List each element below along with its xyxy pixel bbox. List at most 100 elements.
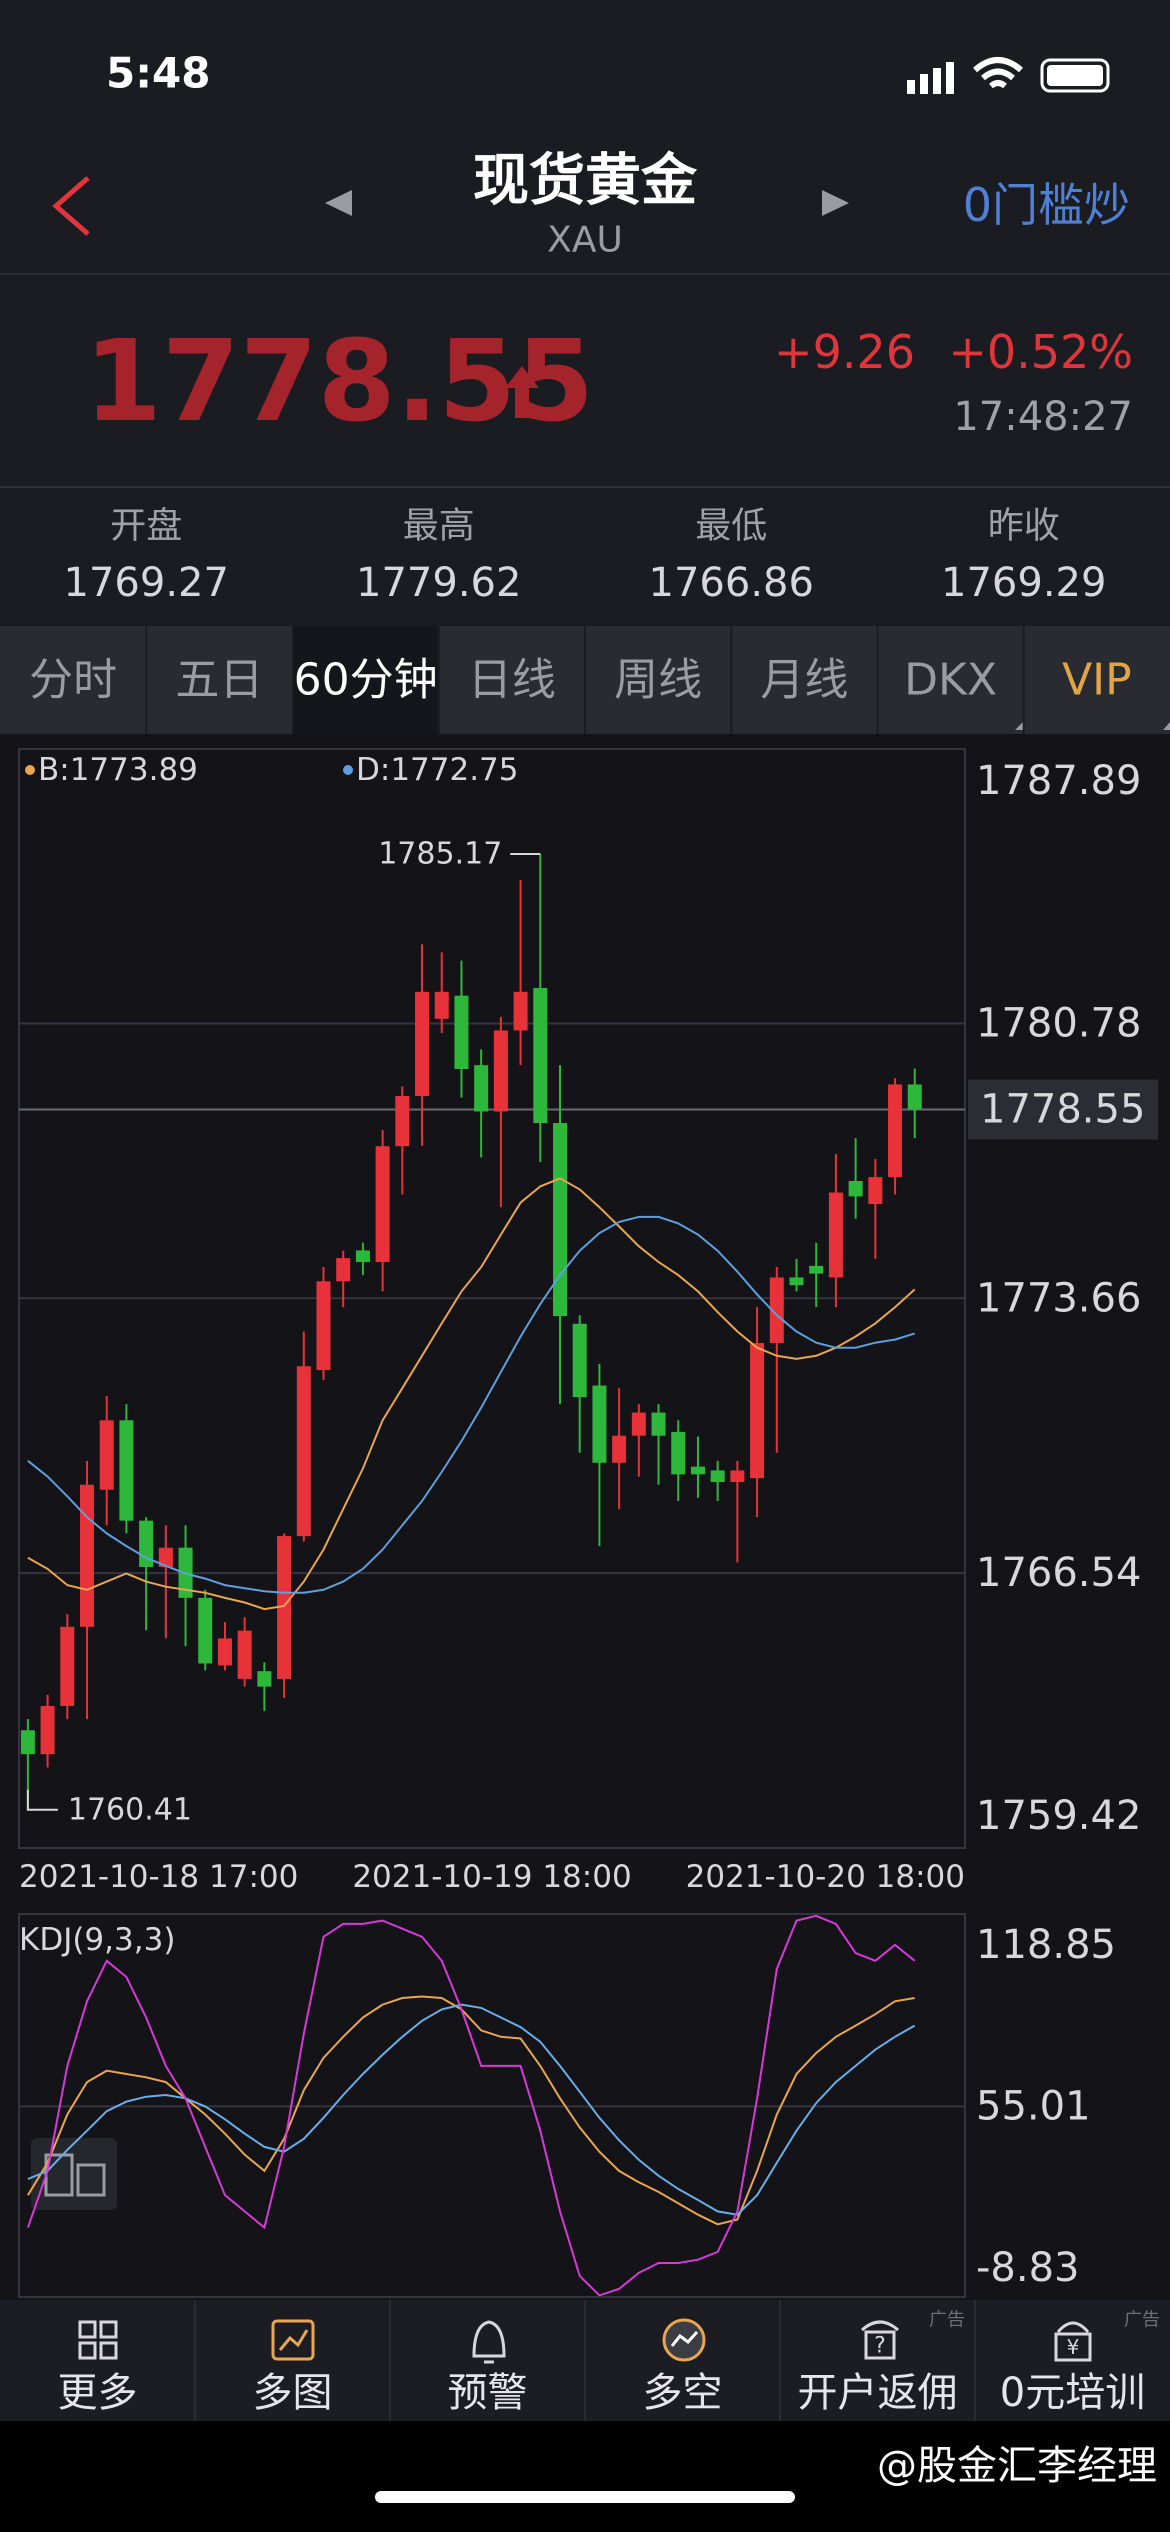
tab-active-bg — [292, 626, 439, 734]
candle-body — [513, 991, 528, 1031]
candle-body — [671, 1431, 686, 1475]
stat-value: 1769.29 — [941, 560, 1106, 606]
annotation-line — [26, 1789, 58, 1811]
status-time: 5:48 — [106, 49, 210, 98]
y-tick-label: -8.83 — [976, 2245, 1080, 2291]
tab[interactable]: 月线 — [760, 655, 848, 706]
candle-body — [336, 1258, 351, 1282]
candle-body — [119, 1420, 134, 1521]
candle-body — [868, 1177, 883, 1205]
y-tick-label: 1759.42 — [976, 1793, 1141, 1839]
candle-body — [907, 1084, 922, 1110]
tab[interactable]: VIP — [1062, 655, 1132, 706]
candle-body — [572, 1323, 587, 1398]
bottom-area — [0, 2421, 1170, 2532]
candle-body — [493, 1030, 508, 1112]
stat-value: 1769.27 — [64, 560, 229, 606]
candle-body — [395, 1096, 410, 1147]
price-tag — [968, 1079, 1158, 1140]
title: 现货黄金 — [473, 149, 698, 214]
svg-text:¥: ¥ — [1067, 2335, 1080, 2359]
y-tick-label: 1787.89 — [976, 758, 1141, 804]
candle-body — [217, 1638, 232, 1666]
nav-icons: ? ¥ — [78, 2318, 1092, 2364]
x-tick-label: 2021-10-20 18:00 — [686, 1859, 965, 1895]
ma-line — [27, 1215, 916, 1594]
tab[interactable]: 周线 — [614, 655, 702, 706]
signal-icon — [907, 62, 954, 94]
battery-icon — [1040, 58, 1110, 93]
change: +9.26 — [774, 325, 915, 379]
nav-item[interactable]: 更多 — [58, 2370, 138, 2416]
stat-label: 最高 — [403, 506, 475, 547]
kdj-line — [27, 2003, 916, 2216]
home-indicator — [375, 2491, 795, 2503]
y-tick-label: 1773.66 — [976, 1275, 1141, 1321]
candle-body — [651, 1412, 666, 1436]
legend-label: D:1772.75 — [356, 752, 519, 788]
nav-item[interactable]: 0元培训 — [1000, 2370, 1145, 2416]
watermark: @股金汇李经理 — [877, 2443, 1157, 2489]
legend-dot — [343, 765, 353, 775]
candle-body — [809, 1265, 824, 1274]
candle-body — [277, 1536, 292, 1679]
tab[interactable]: 60分钟 — [294, 655, 438, 706]
candle-body — [552, 1123, 567, 1317]
quote-time: 17:48:27 — [953, 394, 1133, 440]
wifi-icon — [973, 57, 1023, 89]
y-tick-label: 1780.78 — [976, 1000, 1141, 1046]
up-arrow — [505, 366, 539, 418]
nav-item[interactable]: 多图 — [253, 2370, 333, 2416]
candle-body — [730, 1470, 745, 1483]
price: 1778.55 — [84, 317, 594, 447]
candle-body — [769, 1277, 784, 1344]
annotation: 1760.41 — [68, 1792, 192, 1827]
candle-body — [60, 1626, 75, 1706]
nav-item[interactable]: 预警 — [448, 2370, 528, 2416]
tab[interactable]: 日线 — [468, 655, 556, 706]
candle-body — [296, 1366, 311, 1537]
kdj-line — [27, 1995, 915, 2226]
tab[interactable]: 分时 — [29, 655, 117, 706]
candle-body — [848, 1180, 863, 1197]
nav-item[interactable]: 开户返佣 — [798, 2370, 958, 2416]
prev-button[interactable] — [325, 190, 352, 216]
ma-line — [27, 1177, 916, 1611]
back-button[interactable] — [52, 176, 90, 236]
candle-body — [99, 1420, 114, 1490]
y-tick-label: 118.85 — [976, 1922, 1116, 1968]
nav-item[interactable]: 多空 — [643, 2370, 723, 2416]
stat-value: 1779.62 — [356, 560, 521, 606]
candle-body — [474, 1065, 489, 1112]
candle-body — [40, 1705, 55, 1755]
candle-body — [237, 1630, 252, 1679]
y-tick-label: 55.01 — [976, 2083, 1091, 2129]
x-tick-label: 2021-10-18 17:00 — [19, 1859, 298, 1895]
candle-body — [828, 1192, 843, 1278]
action-link[interactable]: 0门槛炒 — [963, 178, 1130, 232]
candle-body — [888, 1084, 903, 1178]
x-tick-label: 2021-10-19 18:00 — [352, 1859, 631, 1895]
chart-background — [0, 734, 1170, 2300]
panel-title: KDJ(9,3,3) — [19, 1922, 175, 1958]
change-pct: +0.52% — [948, 325, 1133, 379]
candle-body — [533, 987, 548, 1124]
battery-level — [1047, 65, 1103, 86]
candle-body — [454, 995, 469, 1070]
tab[interactable]: DKX — [904, 655, 997, 706]
stat-label: 昨收 — [988, 506, 1060, 547]
subtitle: XAU — [547, 220, 623, 261]
y-tick-label: 1766.54 — [976, 1550, 1141, 1596]
svg-text:?: ? — [874, 2334, 886, 2359]
annotation: 1785.17 — [378, 836, 502, 871]
next-button[interactable] — [822, 190, 849, 216]
candle-body — [789, 1277, 804, 1286]
candle-body — [631, 1412, 646, 1436]
candle-body — [198, 1597, 213, 1664]
stat-label: 开盘 — [110, 506, 182, 547]
candle-body — [592, 1385, 607, 1463]
price-tag-label: 1778.55 — [980, 1087, 1145, 1133]
stat-label: 最低 — [695, 506, 767, 547]
tab[interactable]: 五日 — [175, 655, 263, 706]
